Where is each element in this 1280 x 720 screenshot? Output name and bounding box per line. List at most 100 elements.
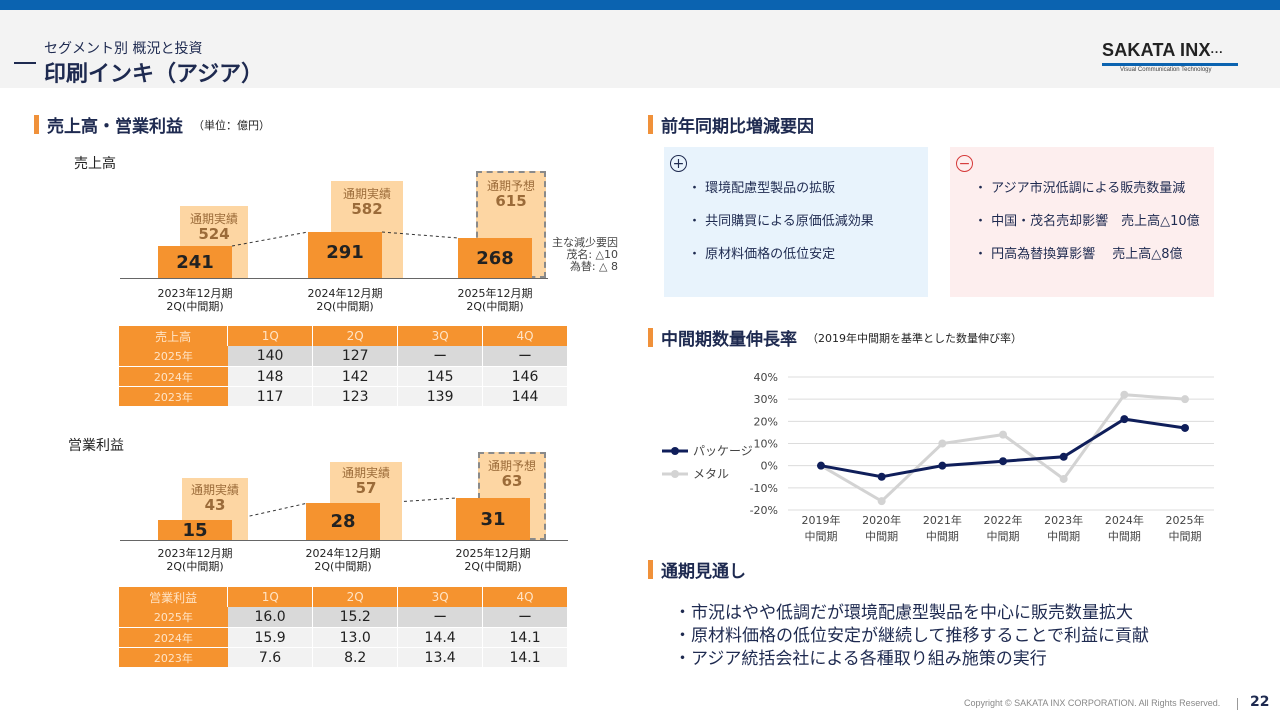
y-tick-label: 30% <box>754 393 778 406</box>
logo-name: SAKATA INX <box>1102 40 1211 60</box>
forecast-label: 通期予想 <box>486 179 535 193</box>
series-line-metal <box>820 393 1186 503</box>
table-row: 2025年 140 127 ーー <box>119 346 568 367</box>
sales-bar-2024-half: 291 <box>308 232 382 278</box>
op-bar-2023-half: 15 <box>158 519 232 541</box>
sales-quarter-table: 売上高 1Q 2Q 3Q 4Q 2025年 140 127 ーー 2024年 148 142 145… <box>119 326 568 407</box>
full-year-value: 57 <box>355 479 377 497</box>
y-tick-label: -10% <box>750 482 778 495</box>
page-title: 印刷インキ（アジア） <box>44 62 264 87</box>
forecast-label: 通期予想 <box>487 459 536 473</box>
positive-factor-list: ・ 環境配慮型製品の拡販 ・ 共同購買による原価低減効果 ・ 原材料価格の低位安… <box>688 177 874 276</box>
half-value: 15 <box>182 519 208 541</box>
footer-separator <box>1237 698 1238 710</box>
outlook-list: ・市況はやや低調だが環境配慮型製品を中心に販売数量拡大 ・原材料価格の低位安定が… <box>674 602 1149 671</box>
op-period-2023: 2023年12月期 2Q(中間期) <box>157 547 233 573</box>
volume-note: （2019年中間期を基準とした数量伸び率） <box>807 331 1022 345</box>
data-point-package <box>999 457 1007 466</box>
series-line-package <box>820 417 1186 479</box>
list-item: ・市況はやや低調だが環境配慮型製品を中心に販売数量拡大 <box>674 603 1133 623</box>
company-logo: SAKATA INX··· Visual Communication Techn… <box>1102 40 1238 80</box>
legend-marker <box>671 447 679 455</box>
table-header-row: 売上高 1Q 2Q 3Q 4Q <box>119 326 568 346</box>
x-tick-label: 2024年 <box>1105 513 1144 527</box>
logo-tagline: Visual Communication Technology <box>1120 67 1212 73</box>
list-item: ・ アジア市況低調による販売数量減 <box>974 181 1186 196</box>
unit-note: （単位：億円） <box>193 118 270 132</box>
op-label: 営業利益 <box>68 438 124 454</box>
volume-section-heading: 中間期数量伸長率 （2019年中間期を基準とした数量伸び率） <box>648 325 1022 350</box>
data-point-metal <box>999 430 1007 439</box>
x-tick-label: 中間期 <box>926 530 959 543</box>
forecast-value: 615 <box>495 192 527 210</box>
data-point-metal <box>1181 395 1189 404</box>
list-item: ・ 原材料価格の低位安定 <box>688 247 836 262</box>
sales-bar-2025-forecast: 通期予想 615 <box>476 171 546 278</box>
logo-underline <box>1102 63 1238 66</box>
half-value: 291 <box>326 242 364 263</box>
sales-bar-2025-half: 268 <box>458 238 532 278</box>
table-header-row: 営業利益 1Q 2Q 3Q 4Q <box>119 587 568 607</box>
list-item: ・原材料価格の低位安定が継続して推移することで利益に貢献 <box>674 626 1149 646</box>
sales-label: 売上高 <box>74 156 116 172</box>
reasons-line1: 茂名: △10 <box>566 248 618 261</box>
table-row: 2023年 7.6 8.2 13.4 14.1 <box>119 647 568 668</box>
y-tick-label: 10% <box>754 438 778 451</box>
page-header: セグメント別 概況と投資 印刷インキ（アジア） SAKATA INX··· Vi… <box>0 10 1280 88</box>
full-year-label: 通期実績 <box>341 466 390 480</box>
op-quarter-table: 営業利益 1Q 2Q 3Q 4Q 2025年 16.0 15.2 ーー 2024年 15.9 13… <box>119 587 568 668</box>
header-dash <box>14 62 36 64</box>
x-tick-label: 中間期 <box>987 530 1020 543</box>
negative-factor-list: ・ アジア市況低調による販売数量減 ・ 中国・茂名売却影響 売上高△10億 ・ … <box>974 177 1200 276</box>
op-bar-2024-half: 28 <box>306 503 380 540</box>
plus-circle-icon: + <box>670 155 687 172</box>
y-tick-label: -20% <box>750 504 778 517</box>
op-bar-2025-half: 31 <box>456 498 530 540</box>
list-item: ・アジア統括会社による各種取り組み施策の実行 <box>674 649 1047 669</box>
top-accent-bar <box>0 0 1280 10</box>
legend-label: メタル <box>693 467 729 481</box>
sales-period-2024: 2024年12月期 2Q(中間期) <box>307 287 383 313</box>
table-row: 2025年 16.0 15.2 ーー <box>119 607 568 628</box>
x-tick-label: 中間期 <box>805 530 838 543</box>
y-tick-label: 20% <box>754 415 778 428</box>
sales-heading-text: 売上高・営業利益 <box>47 117 183 137</box>
x-tick-label: 中間期 <box>865 530 898 543</box>
full-year-value: 524 <box>198 225 230 243</box>
sales-connector-2 <box>381 231 459 239</box>
table-row: 2024年 148 142 145 146 <box>119 366 568 387</box>
data-point-metal <box>938 439 947 448</box>
sales-baseline <box>120 278 548 279</box>
sales-bar-2023-half: 241 <box>158 246 232 278</box>
sales-period-2025: 2025年12月期 2Q(中間期) <box>457 287 533 313</box>
decrease-reasons: 主な減少要因 茂名: △10 為替: △ 8 <box>552 237 618 273</box>
half-value: 28 <box>330 511 356 532</box>
list-item: ・ 中国・茂名売却影響 売上高△10億 <box>974 214 1200 229</box>
op-baseline <box>120 540 568 541</box>
x-tick-label: 2022年 <box>984 513 1023 527</box>
outlook-heading-text: 通期見通し <box>661 562 746 582</box>
legend-marker <box>671 470 679 478</box>
data-point-metal <box>1059 474 1068 483</box>
full-year-label: 通期実績 <box>342 187 391 201</box>
data-point-package <box>1059 452 1068 461</box>
op-period-2025: 2025年12月期 2Q(中間期) <box>455 547 531 573</box>
half-value: 31 <box>480 508 506 530</box>
section-marker <box>648 328 653 347</box>
factors-heading-text: 前年同期比増減要因 <box>661 117 814 137</box>
forecast-value: 63 <box>501 472 523 490</box>
list-item: ・ 円高為替換算影響 売上高△8億 <box>974 247 1183 262</box>
data-point-metal <box>877 497 886 506</box>
full-year-label: 通期実績 <box>190 483 239 497</box>
x-tick-label: 2021年 <box>923 513 962 527</box>
data-point-metal <box>1120 390 1129 399</box>
data-point-package <box>1181 423 1189 432</box>
list-item: ・ 共同購買による原価低減効果 <box>688 214 874 229</box>
y-tick-label: 0% <box>761 460 778 473</box>
x-tick-label: 2019年 <box>802 513 841 527</box>
half-value: 241 <box>176 251 214 273</box>
table-row: 2024年 15.9 13.0 14.4 14.1 <box>119 627 568 648</box>
page-number: 22 <box>1250 694 1270 710</box>
data-point-package <box>938 461 947 470</box>
sales-connector-1 <box>231 231 309 247</box>
